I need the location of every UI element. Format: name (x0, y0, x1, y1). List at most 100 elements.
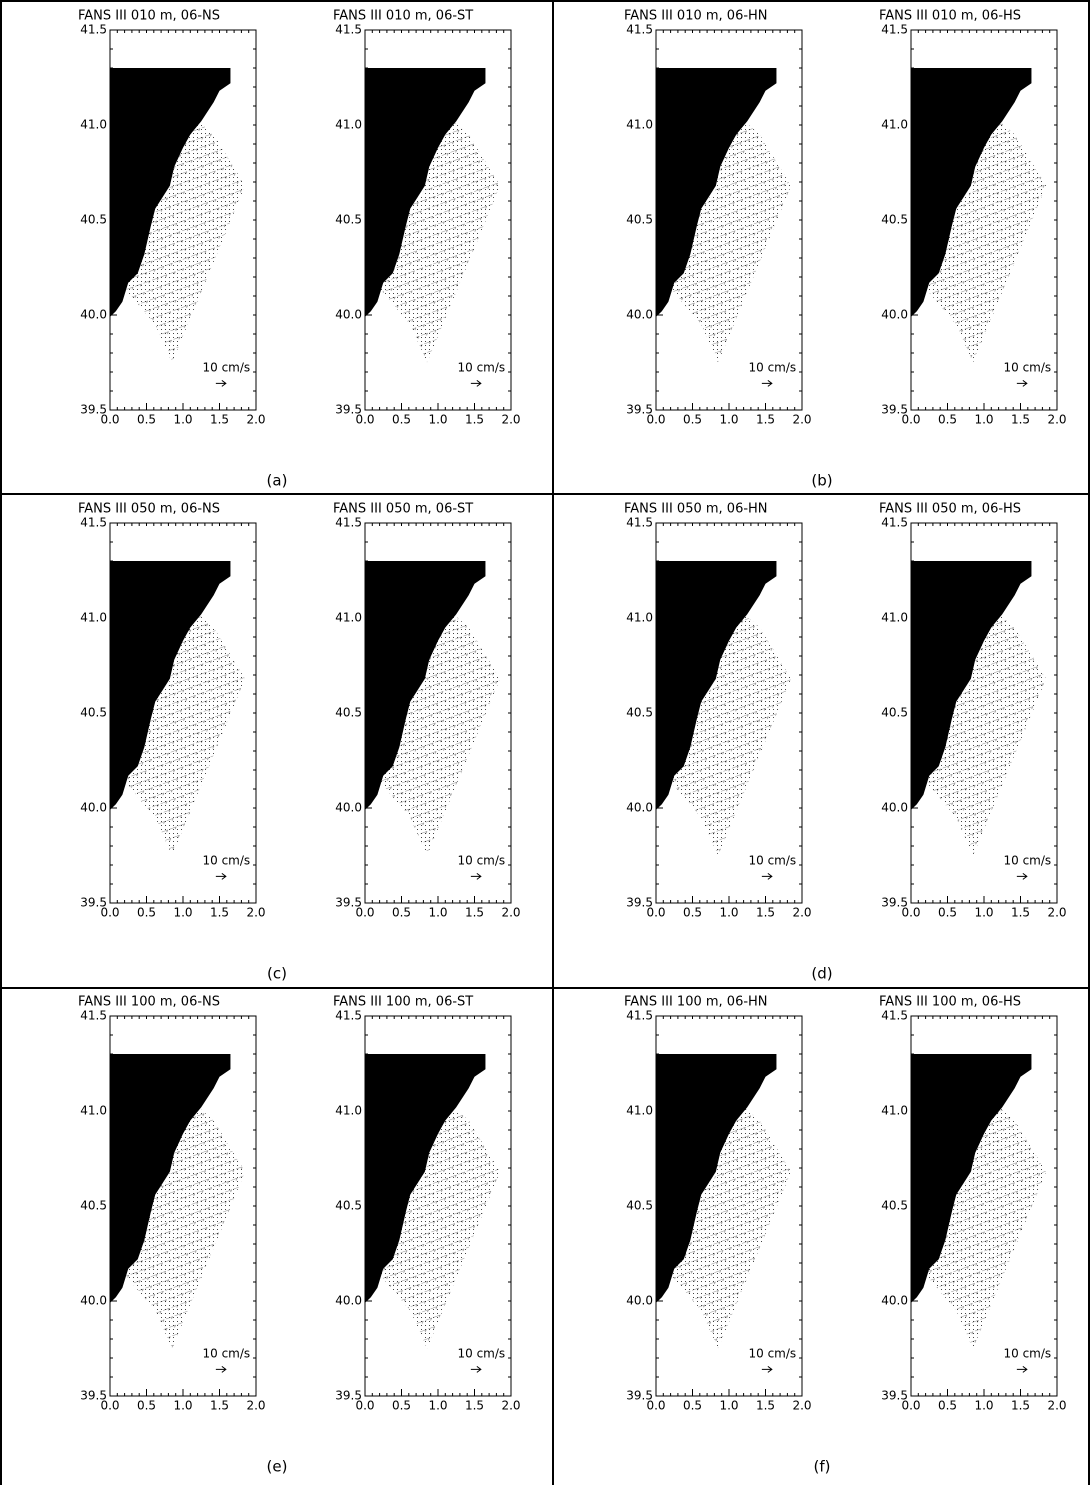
land-mask (656, 68, 777, 317)
scale-arrow (761, 380, 773, 387)
x-tick-label: 1.5 (210, 413, 229, 427)
y-tick-label: 41.0 (80, 611, 107, 625)
x-tick-label: 1.0 (974, 1399, 993, 1413)
panel: FANS III 050 m, 06-ST 0.0 0.5 1.0 1.5 2.0 39.5… (333, 502, 521, 920)
y-tick-label: 41.0 (80, 1104, 107, 1118)
land-mask (365, 1054, 486, 1303)
x-tick-label: 1.5 (1011, 906, 1030, 920)
x-tick-label: 0.5 (392, 413, 411, 427)
x-tick-label: 2.0 (792, 1399, 811, 1413)
x-tick-label: 0.0 (100, 1399, 119, 1413)
y-tick-label: 40.0 (80, 801, 107, 815)
y-tick-label: 40.0 (80, 1294, 107, 1308)
x-tick-label: 0.5 (137, 1399, 156, 1413)
y-tick-label: 40.5 (881, 1199, 908, 1213)
x-tick-label: 1.5 (1011, 413, 1030, 427)
scale-arrow (761, 873, 773, 880)
y-tick-label: 41.5 (626, 516, 653, 530)
x-tick-label: 0.5 (683, 413, 702, 427)
panel: FANS III 050 m, 06-HN 0.0 0.5 1.0 1.5 2.0 39.5… (624, 502, 812, 920)
scale-label: 10 cm/s (202, 361, 250, 375)
y-tick-label: 41.5 (881, 1009, 908, 1023)
current-field (670, 1101, 792, 1349)
panel: FANS III 100 m, 06-NS 0.0 0.5 1.0 1.5 2.0 39.5… (78, 995, 266, 1413)
y-tick-label: 40.5 (335, 706, 362, 720)
y-tick-label: 40.0 (335, 801, 362, 815)
y-tick-label: 39.5 (881, 1389, 908, 1403)
panel: FANS III 010 m, 06-NS 0.0 0.5 1.0 1.5 2.0 39.5… (78, 9, 266, 427)
x-tick-label: 0.0 (100, 906, 119, 920)
scale-arrow (761, 1366, 773, 1373)
x-tick-label: 1.5 (465, 906, 484, 920)
chart-title: FANS III 100 m, 06-HN (624, 995, 768, 1010)
scale-label: 10 cm/s (748, 854, 796, 868)
x-tick-label: 2.0 (1047, 906, 1066, 920)
scale-arrow (470, 380, 482, 387)
land-mask (911, 561, 1032, 810)
chart-title: FANS III 050 m, 06-HS (879, 502, 1021, 517)
x-tick-label: 1.0 (173, 906, 192, 920)
x-tick-label: 0.5 (392, 906, 411, 920)
x-tick-label: 1.0 (719, 1399, 738, 1413)
y-tick-label: 41.5 (335, 23, 362, 37)
current-field (670, 608, 792, 856)
x-tick-label: 0.0 (355, 413, 374, 427)
panel: FANS III 010 m, 06-HS 0.0 0.5 1.0 1.5 2.0 39.5… (879, 9, 1067, 427)
x-tick-label: 1.0 (428, 1399, 447, 1413)
y-tick-label: 41.5 (335, 516, 362, 530)
land-mask (365, 68, 486, 317)
scale-label: 10 cm/s (457, 361, 505, 375)
scale-arrow (1016, 1366, 1028, 1373)
x-tick-label: 0.0 (901, 413, 920, 427)
y-tick-label: 41.0 (881, 1104, 908, 1118)
x-tick-label: 0.0 (355, 1399, 374, 1413)
scale-arrow (1016, 380, 1028, 387)
scale-label: 10 cm/s (457, 1347, 505, 1361)
y-tick-label: 41.0 (626, 118, 653, 132)
current-field (379, 608, 501, 856)
chart-title: FANS III 010 m, 06-HN (624, 9, 768, 24)
y-tick-label: 41.5 (80, 1009, 107, 1023)
current-field (379, 1101, 501, 1349)
y-tick-label: 41.0 (881, 611, 908, 625)
y-tick-label: 39.5 (80, 403, 107, 417)
scale-label: 10 cm/s (202, 854, 250, 868)
y-tick-label: 40.5 (335, 213, 362, 227)
y-tick-label: 39.5 (881, 403, 908, 417)
y-tick-label: 40.0 (881, 1294, 908, 1308)
x-tick-label: 2.0 (792, 413, 811, 427)
y-tick-label: 40.5 (80, 706, 107, 720)
scale-label: 10 cm/s (1003, 1347, 1051, 1361)
y-tick-label: 41.0 (626, 1104, 653, 1118)
y-tick-label: 41.0 (335, 118, 362, 132)
x-tick-label: 1.5 (210, 1399, 229, 1413)
chart-title: FANS III 100 m, 06-ST (333, 995, 473, 1010)
x-tick-label: 2.0 (246, 413, 265, 427)
current-field (124, 608, 246, 856)
x-tick-label: 2.0 (501, 906, 520, 920)
chart-title: FANS III 100 m, 06-NS (78, 995, 220, 1010)
x-tick-label: 0.5 (137, 906, 156, 920)
x-tick-label: 0.0 (355, 906, 374, 920)
y-tick-label: 39.5 (80, 1389, 107, 1403)
x-tick-label: 0.0 (646, 906, 665, 920)
x-tick-label: 1.5 (465, 413, 484, 427)
panel: FANS III 010 m, 06-ST 0.0 0.5 1.0 1.5 2.0 39.5… (333, 9, 521, 427)
y-tick-label: 41.5 (626, 1009, 653, 1023)
y-tick-label: 41.0 (881, 118, 908, 132)
current-field (670, 115, 792, 363)
current-field (925, 608, 1047, 856)
y-tick-label: 40.0 (80, 308, 107, 322)
x-tick-label: 1.0 (719, 413, 738, 427)
scale-label: 10 cm/s (748, 1347, 796, 1361)
x-tick-label: 2.0 (501, 413, 520, 427)
y-tick-label: 39.5 (335, 403, 362, 417)
scale-label: 10 cm/s (1003, 361, 1051, 375)
y-tick-label: 41.5 (80, 516, 107, 530)
scale-arrow (215, 380, 227, 387)
panel-label: (e) (267, 1458, 288, 1476)
land-mask (365, 561, 486, 810)
y-tick-label: 41.0 (626, 611, 653, 625)
y-tick-label: 40.0 (626, 801, 653, 815)
